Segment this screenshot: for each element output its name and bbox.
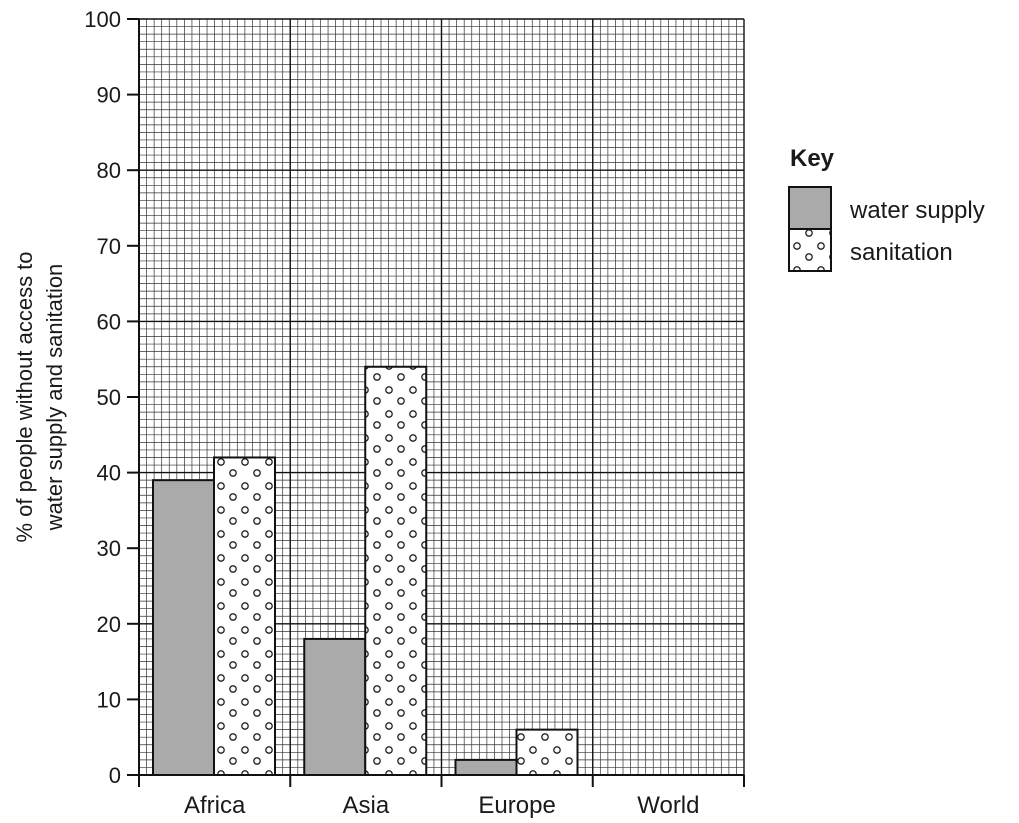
- y-tick-label: 80: [97, 158, 121, 183]
- y-axis-title-line-2: water supply and sanitation: [42, 264, 67, 532]
- x-tick-label-world: World: [637, 792, 699, 819]
- bar-sanitation-europe: [515, 728, 579, 777]
- y-tick-label: 60: [97, 309, 121, 334]
- y-axis-title: % of people without access to water supp…: [12, 251, 67, 542]
- bar-water-supply-africa: [152, 479, 215, 776]
- bar-sanitation-africa: [213, 456, 276, 776]
- legend-label-sanitation: sanitation: [850, 239, 953, 266]
- legend-swatch-water-supply: [788, 186, 832, 230]
- y-tick-label: 40: [97, 461, 121, 486]
- x-axis-labels: Africa Asia Europe World: [184, 792, 700, 819]
- y-tick-label: 70: [97, 234, 121, 259]
- y-tick-label: 10: [97, 687, 121, 712]
- y-axis-title-line-1: % of people without access to: [12, 251, 37, 542]
- bars: [152, 365, 579, 777]
- y-axis-ticks: 0 10 20 30 40 50 60 70 80 90 100: [84, 7, 139, 788]
- bar-sanitation-asia: [364, 365, 428, 776]
- legend-title: Key: [790, 145, 835, 172]
- y-tick-label: 90: [97, 83, 121, 108]
- legend: Key water supply sanitation: [788, 145, 985, 272]
- y-tick-label: 100: [84, 7, 121, 32]
- legend-label-water-supply: water supply: [849, 197, 985, 224]
- y-tick-label: 50: [97, 385, 121, 410]
- y-tick-label: 20: [97, 612, 121, 637]
- bar-water-supply-europe: [454, 758, 518, 777]
- x-tick-label-africa: Africa: [184, 792, 246, 819]
- x-tick-label-europe: Europe: [478, 792, 555, 819]
- legend-swatch-sanitation: [788, 228, 832, 272]
- y-tick-label: 0: [109, 763, 121, 788]
- y-tick-label: 30: [97, 536, 121, 561]
- bar-water-supply-asia: [303, 637, 367, 776]
- x-tick-label-asia: Asia: [343, 792, 390, 819]
